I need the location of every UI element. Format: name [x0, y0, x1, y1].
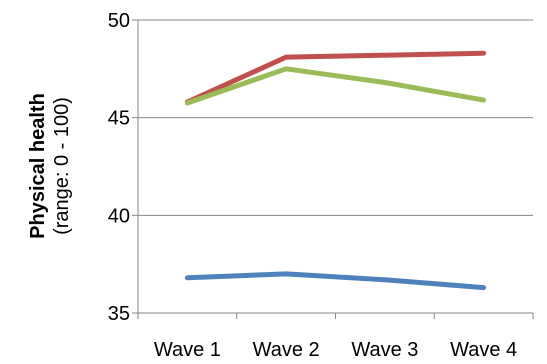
x-tick-label: Wave 2 — [253, 339, 320, 361]
y-axis-sublabel: (range: 0 - 100) — [51, 97, 73, 235]
series-line-3 — [184, 271, 487, 291]
y-axis-label: Physical health — [27, 93, 49, 239]
y-tick-label: 50 — [108, 10, 130, 32]
gridlines — [138, 19, 533, 314]
x-tick-label: Wave 1 — [154, 339, 221, 361]
series-line-1 — [184, 50, 487, 105]
series-lines — [184, 50, 487, 291]
x-tick-label: Wave 3 — [351, 339, 418, 361]
x-tick-label: Wave 4 — [450, 339, 517, 361]
x-tick-labels: Wave 1 Wave 2 Wave 3 Wave 4 — [154, 339, 517, 361]
axes — [132, 19, 534, 319]
y-tick-labels: 35 40 45 50 — [108, 10, 130, 325]
y-tick-label: 45 — [108, 108, 130, 130]
y-axis-title: Physical health (range: 0 - 100) — [27, 93, 73, 239]
y-tick-label: 35 — [108, 303, 130, 325]
series-line-2 — [184, 66, 487, 106]
y-tick-label: 40 — [108, 205, 130, 227]
